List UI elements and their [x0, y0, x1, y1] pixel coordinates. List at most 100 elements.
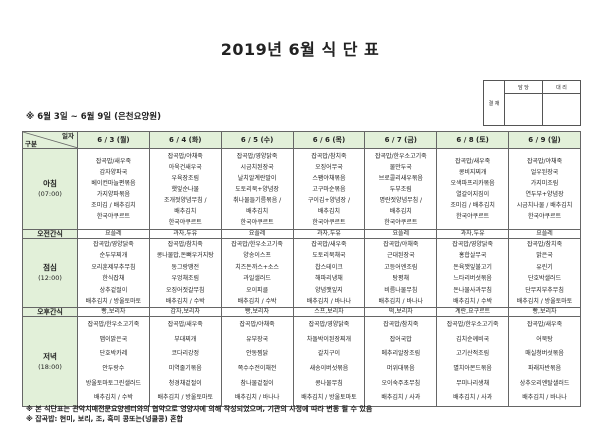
footnote-author: ※ 본 식단표는 관악치매전문요양센터와의 협약으로 영양사에 의해 작성되었으… [26, 405, 373, 413]
meal-name: 아침 [43, 179, 57, 188]
menu-item: 돈나물사과무침 [453, 286, 492, 294]
menu-item: 잡곡밥/영양닭죽 [93, 241, 134, 248]
menu-item: 한국야쿠르트 [168, 218, 202, 226]
menu-item: 오색파프리카볶음 [450, 180, 495, 187]
menu-item: 한식잡채 [102, 275, 125, 283]
menu-item: 두부조림 [389, 185, 412, 193]
menu-item: 쪽수수전이채전 [237, 364, 277, 372]
menu-item: 부대찌개 [174, 335, 197, 343]
menu-item: 조개젓양념무침 / [163, 196, 207, 204]
menu-item: 배추김치 / 방울토마토 [516, 298, 573, 306]
menu-item: 오징어젓갈무침 [165, 286, 205, 294]
menu-item: 어묵탕 [536, 335, 553, 343]
menu-item: 탕평채 [392, 275, 410, 283]
menu-item: 스팸야채볶음 [312, 174, 346, 182]
menu-item: 잡곡밥/한우소고기죽 [231, 241, 283, 248]
corner-category-label: 구분 [25, 140, 37, 148]
meal-label: 저녁 (18:00) [22, 316, 78, 408]
corner-header: 일자 구분 [22, 131, 78, 149]
menu-cell: 스프,보리차 [292, 307, 366, 318]
menu-item: 물만두국 [389, 163, 412, 171]
meal-row-lunch: 점심 (12:00) 잡곡밥/영양닭죽 순두부찌개 오리훈제부추무침 한식잡채 상추겉절이 배… [22, 237, 581, 309]
approval-sign-deputy [542, 93, 581, 126]
menu-item: 햇잎순나물 [171, 185, 200, 193]
menu-cell: 빵,보리차 [77, 307, 150, 318]
menu-item: 유린기 [536, 263, 553, 271]
date-range-subtitle: ※ 6월 3일 ~ 6월 9일 (은천요양원) [26, 112, 161, 122]
menu-item: 잡곡밥/참치죽 [167, 241, 203, 248]
menu-cell: 감자,보리차 [148, 307, 222, 318]
menu-cell: 과자,두유 [292, 229, 366, 239]
meal-name: 오전간식 [37, 230, 63, 238]
menu-cell: 잡곡밥/참치죽 잡어국밥 메추리알장조림 머위대볶음 오이숙주초무침 배추김치 / 사과 [364, 316, 438, 408]
menu-item: 배추김치 [317, 207, 340, 215]
menu-cell: 잡곡밥/새우죽 어묵탕 매실청버섯볶음 파래자반볶음 상추오리엔탈샐러드 배추김치 / 바… [508, 316, 581, 408]
menu-cell: 요플레 [220, 229, 294, 239]
menu-item: 안두랑수 [102, 364, 125, 372]
menu-item: 시금치나물 / 배추김치 [516, 202, 573, 209]
menu-item: 가지미조림 [530, 180, 559, 187]
menu-cell: 과자,두유 [148, 229, 222, 239]
menu-item: 고구마순볶음 [312, 185, 346, 193]
meal-time: (07:00) [38, 190, 62, 198]
menu-cell: 계란,요구르트 [436, 307, 510, 318]
menu-item: 연두부+양념장 [525, 191, 564, 198]
menu-item: 콩비지찌개 [458, 169, 487, 176]
menu-item: 오이피클 [246, 286, 269, 294]
menu-item: 유부장국 [246, 335, 269, 343]
meal-row-dinner: 저녁 (18:00) 잡곡밥/한우소고기죽 맵이맑은국 단호박카레 안두랑수 방울토마토그린… [22, 316, 581, 408]
day-header: 6 / 6 (목) [292, 131, 366, 149]
menu-item: 도토리묵+양념장 [235, 185, 279, 193]
menu-item: 상추겉절이 [99, 286, 128, 294]
menu-item: 느타리버섯볶음 [453, 275, 492, 283]
approval-box: 결 재 담 당 대 리 [483, 80, 581, 126]
meal-name: 오후간식 [37, 308, 63, 317]
menu-item: 배추김치 [246, 207, 269, 215]
day-header: 6 / 9 (일) [508, 131, 581, 149]
menu-item: 배추김치 / 수박 [237, 298, 277, 306]
menu-item: 콩나물무침 [315, 379, 343, 387]
menu-item: 파래자반볶음 [527, 364, 562, 372]
menu-item: 배추김치 / 사과 [453, 394, 493, 402]
menu-item: 배추김치 [174, 207, 197, 215]
menu-table: 일자 구분 6 / 3 (월) 6 / 4 (화) 6 / 5 (수) 6 / 6 (… [22, 131, 581, 408]
meal-name: 점심 [43, 263, 57, 273]
menu-cell: 잡곡밥/영양닭죽 홍합살무국 돈육깻잎불고기 느타리버섯볶음 돈나물사과무침 배추김치 /… [436, 237, 510, 309]
menu-item: 돈육깻잎불고기 [453, 263, 492, 271]
meal-label: 아침 (07:00) [22, 148, 78, 230]
menu-item: 잡어국밥 [389, 335, 412, 343]
menu-item: 잡곡밥/야채죽 [383, 241, 419, 248]
menu-cell: 잡곡밥/영양닭죽 차돌박이된장찌개 갈치구이 새송이버섯볶음 콩나물무침 배추김치 / 방… [292, 316, 366, 408]
menu-item: 잡곡밥/새우죽 [526, 321, 563, 329]
menu-item: 고등어엔조림 [384, 263, 418, 271]
menu-item: 배추김치 / 수박 [165, 298, 205, 306]
menu-item: 잡곡밥/참치죽 [526, 241, 563, 248]
menu-item: 잡곡밥/한우소고기죽 [374, 152, 427, 160]
menu-item: 단호박카레 [99, 350, 128, 358]
menu-item: 한국야쿠르트 [456, 213, 490, 220]
menu-item: 한국야쿠르트 [240, 218, 274, 226]
menu-item: 잡곡밥/참치죽 [383, 321, 419, 329]
menu-item: 얼우된장국 [530, 169, 559, 176]
menu-item: 순두부찌개 [99, 252, 128, 260]
menu-item: 안동찜닭 [246, 350, 269, 358]
menu-item: 오리훈제부추무침 [91, 263, 136, 271]
menu-item: 잡곡밥/새우죽 [311, 241, 347, 248]
menu-cell: 잡곡밥/야채죽 아욱건새우국 우육장조림 햇잎순나물 조개젓양념무침 / 배추김치 한국야쿠… [148, 148, 222, 230]
menu-item: 양념깻잎지 [315, 286, 343, 294]
menu-item: 찹스테이크 [315, 263, 343, 271]
menu-item: 한국야쿠르트 [527, 213, 562, 220]
menu-item: 날치알계란말이 [237, 174, 277, 182]
menu-cell: 잡곡밥/한우소고기죽 물만두국 브로콜리새우볶음 두부조림 명란젓양념무침 / 배추김치 한… [364, 148, 438, 230]
meal-name: 저녁 [43, 351, 57, 361]
menu-item: 과일샐러드 [243, 275, 271, 283]
menu-cell: 잡곡밥/참치죽 콩나물밥,돈뼈우거지탕 동그랑땡전 우엉채조림 오징어젓갈무침 배추김치 … [148, 237, 222, 309]
day-header: 6 / 4 (화) [148, 131, 222, 149]
approval-col-deputy: 대 리 [542, 80, 581, 94]
menu-cell: 잡곡밥/야채죽 근대된장국 고등어엔조림 탕평채 비름나물무침 배추김치 / 바나나 [364, 237, 438, 309]
menu-item: 잡곡밥/새우죽 [167, 321, 203, 329]
menu-item: 잡곡밥/영양닭죽 [236, 152, 278, 160]
menu-cell: 잡곡밥/영양닭죽 순두부찌개 오리훈제부추무침 한식잡채 상추겉절이 배추김치 / 방울토… [77, 237, 150, 309]
approval-label: 결 재 [483, 80, 505, 126]
menu-item: 콩나물밥,돈뼈우거지탕 [156, 252, 214, 260]
